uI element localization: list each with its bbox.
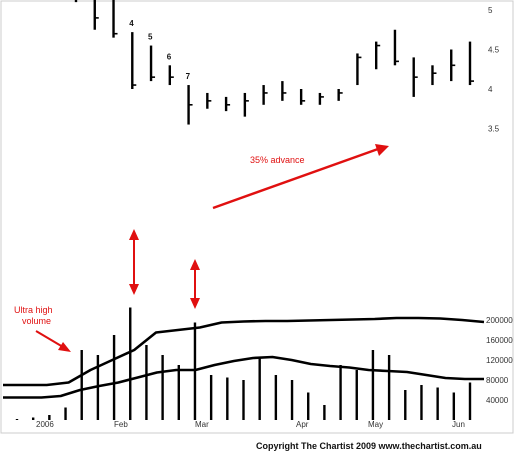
x-tick-label: 2006: [36, 420, 54, 429]
volume-tick-label: 200000: [486, 316, 513, 325]
x-tick-label: Mar: [195, 420, 209, 429]
ultra-high-label: Ultra high: [14, 305, 53, 315]
x-axis-ticks: 2006 Feb Mar Apr May Jun: [36, 420, 465, 429]
ultra-volume-arrowhead: [58, 342, 71, 352]
volume-ma-long-line: [3, 355, 484, 399]
volume-tick-label: 120000: [486, 356, 513, 365]
x-tick-label: Feb: [114, 420, 128, 429]
volume-tick-label: 80000: [486, 376, 509, 385]
volume-tick-label: 160000: [486, 336, 513, 345]
double-arrow-feb-bottom: [129, 284, 139, 295]
x-tick-label: Apr: [296, 420, 309, 429]
x-tick-label: May: [368, 420, 383, 429]
bar-number-label: 7: [186, 72, 191, 81]
x-tick-label: Jun: [452, 420, 465, 429]
price-tick-label: 4.5: [488, 46, 500, 55]
bar-number-label: 6: [167, 52, 172, 61]
price-bars: [74, 0, 474, 125]
double-arrow-mar-bottom: [190, 298, 200, 309]
annotation-arrows: [35, 144, 389, 352]
ultra-volume-arrow: [35, 330, 64, 348]
volume-bars: [15, 307, 472, 420]
price-tick-label: 5: [488, 6, 493, 15]
copyright-text: Copyright The Chartist 2009 www.thechart…: [256, 441, 482, 451]
double-arrow-feb-top: [129, 229, 139, 240]
volume-axis-ticks: 40000 80000 120000 160000 200000: [486, 316, 513, 405]
bar-number-label: 5: [148, 33, 153, 42]
bar-number-label: 4: [129, 19, 134, 28]
volume-tick-label: 40000: [486, 396, 509, 405]
price-tick-label: 4: [488, 85, 493, 94]
advance-arrow: [212, 147, 379, 210]
volume-label: volume: [22, 316, 51, 326]
advance-label: 35% advance: [250, 155, 305, 165]
price-axis-ticks: 3.544.555.566.5: [488, 6, 500, 134]
chart-frame: [0, 0, 514, 434]
price-tick-label: 3.5: [488, 125, 500, 134]
double-arrow-mar-top: [190, 259, 200, 270]
volume-ma-short-line: [3, 316, 485, 387]
volume-moving-averages: [3, 316, 485, 399]
bar-number-labels: 1234567: [129, 19, 191, 81]
advance-arrowhead: [375, 144, 389, 156]
